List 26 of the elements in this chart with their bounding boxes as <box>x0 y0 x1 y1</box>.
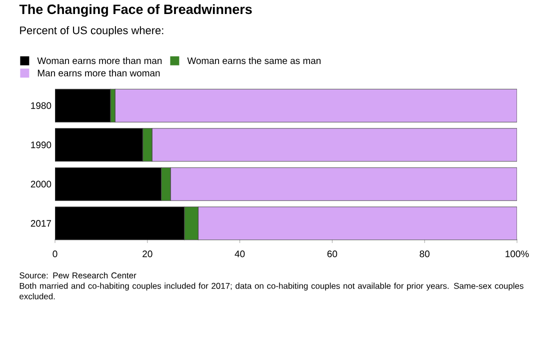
legend-label: Man earns more than woman <box>38 69 160 76</box>
legend-label: Woman earns the same as man <box>187 57 321 64</box>
chart-subtitle: Percent of US couples where: <box>20 26 164 36</box>
y-tick-label: 1980 <box>31 102 52 109</box>
bar <box>55 88 111 122</box>
x-tick-label: 40 <box>234 250 245 258</box>
bar <box>160 167 171 201</box>
legend-label: Woman earns more than man <box>37 57 162 64</box>
bar <box>198 206 518 240</box>
bar <box>55 128 144 162</box>
y-tick-label: 2000 <box>30 180 52 188</box>
x-tick-label: 60 <box>327 250 338 258</box>
bar <box>55 167 162 201</box>
chart-title: The Changing Face of Breadwinners <box>19 4 252 17</box>
bar <box>170 167 518 201</box>
x-tick-label: 20 <box>142 250 152 258</box>
y-tick-label: 1990 <box>31 142 52 148</box>
text: Both married and co-habiting couples included for 2017; data on co-habiting couples not available for prior years. Same-sex couples excluded. <box>20 282 524 300</box>
y-tick-label: 2017 <box>30 220 52 227</box>
bar <box>152 128 518 162</box>
x-tick-label: 0 <box>52 250 58 258</box>
x-tick-label: 80 <box>420 250 430 258</box>
bar <box>142 128 152 162</box>
bar <box>114 88 518 122</box>
x-tick-label: 100% <box>506 250 529 258</box>
source-note: Source: Pew Research Center <box>20 272 136 278</box>
